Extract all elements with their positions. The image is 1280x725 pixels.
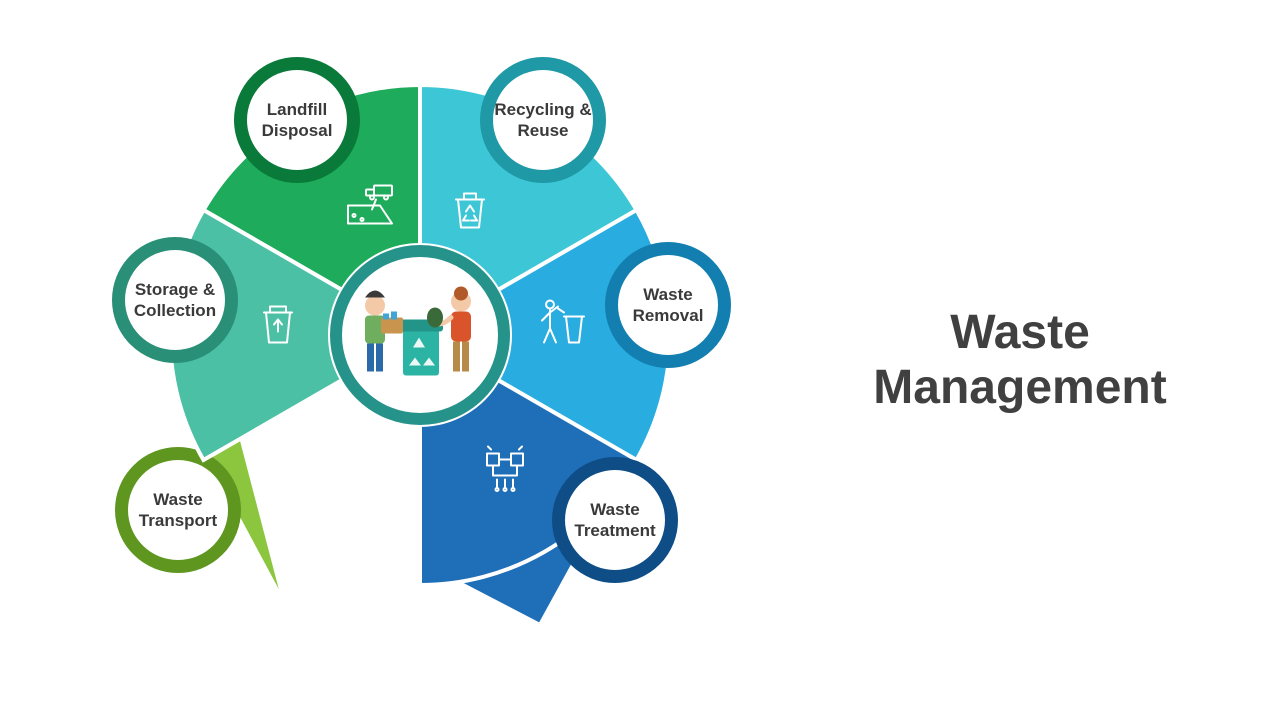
center-illustration — [340, 268, 500, 403]
label-storage: Storage & Collection — [120, 279, 230, 322]
bin-arrow-icon — [250, 295, 306, 356]
label-landfill: Landfill Disposal — [242, 99, 352, 142]
truck-icon — [267, 420, 323, 481]
title-text: Waste Management — [820, 305, 1220, 415]
person-bin-icon — [532, 295, 588, 356]
recycle-bin-icon — [442, 180, 498, 241]
waste-management-wheel: Landfill Disposal Recycling & Reuse Waste … — [0, 0, 820, 720]
label-recycling: Recycling & Reuse — [488, 99, 598, 142]
page-title: Waste Management — [820, 0, 1220, 720]
landfill-truck-icon — [342, 180, 398, 241]
pipes-icon — [477, 440, 533, 501]
label-transport: Waste Transport — [123, 489, 233, 532]
label-treatment: Waste Treatment — [560, 499, 670, 542]
label-removal: Waste Removal — [613, 284, 723, 327]
